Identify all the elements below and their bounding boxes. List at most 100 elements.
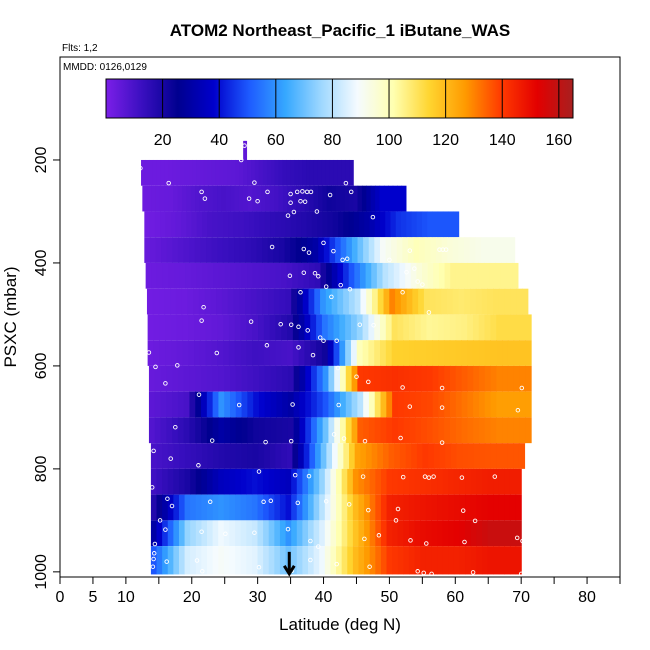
heatmap-cell <box>154 417 162 444</box>
heatmap-cell <box>389 288 396 315</box>
heatmap-cell <box>364 546 371 575</box>
heatmap-cell <box>238 211 245 238</box>
heatmap-cell <box>172 391 179 418</box>
heatmap-cell <box>285 211 292 238</box>
heatmap-cell <box>346 237 353 263</box>
heatmap-cell <box>148 417 156 444</box>
heatmap-cell <box>217 185 223 212</box>
heatmap-cell <box>196 159 201 186</box>
heatmap-cell <box>304 340 311 366</box>
heatmap-cell <box>251 494 259 521</box>
heatmap-cell <box>316 417 324 444</box>
heatmap-cell <box>238 185 244 212</box>
heatmap-cell <box>217 237 224 263</box>
heatmap-cell <box>304 314 311 341</box>
heatmap-cell <box>216 288 223 315</box>
heatmap-cell <box>241 365 248 392</box>
heatmap-cell <box>173 494 180 521</box>
heatmap-cell <box>286 262 293 289</box>
heatmap-cell <box>270 365 277 392</box>
heatmap-cell <box>325 288 333 315</box>
heatmap-cell <box>392 494 399 521</box>
sample-point <box>288 438 294 444</box>
sample-point <box>199 529 204 534</box>
heatmap-cell <box>176 340 184 366</box>
sample-point <box>400 474 406 480</box>
y-axis-label: PSXC (mbar) <box>1 266 20 367</box>
heatmap-cell <box>465 468 472 495</box>
heatmap-cell <box>519 340 526 366</box>
heatmap-cell <box>348 211 355 238</box>
heatmap-cell <box>160 365 167 392</box>
sample-point <box>335 365 341 371</box>
heatmap-cell <box>241 443 248 469</box>
heatmap-cell <box>459 520 466 547</box>
heatmap-cell <box>258 443 265 469</box>
heatmap-cell <box>322 417 330 444</box>
sample-point <box>439 385 445 391</box>
heatmap-cell <box>313 159 319 186</box>
sample-point <box>518 571 524 577</box>
sample-point <box>306 473 312 479</box>
heatmap-cell <box>168 262 175 289</box>
heatmap-cell <box>350 314 358 341</box>
sample-point <box>346 502 352 507</box>
heatmap-cell <box>233 288 240 315</box>
heatmap-cell <box>190 262 198 289</box>
heatmap-cell <box>388 443 395 469</box>
heatmap-cell <box>235 159 240 186</box>
sample-point <box>426 475 432 480</box>
heatmap-cell <box>370 185 376 212</box>
heatmap-cell <box>293 391 301 418</box>
heatmap-cell <box>397 468 404 495</box>
heatmap-cell <box>513 365 521 392</box>
heatmap-cell <box>399 262 406 289</box>
heatmap-cell <box>408 494 416 521</box>
heatmap-cell <box>490 314 497 341</box>
heatmap-cell <box>149 211 156 238</box>
heatmap-cell <box>349 443 356 469</box>
sample-point <box>149 485 155 490</box>
heatmap-cell <box>409 340 416 366</box>
heatmap-cell <box>199 314 207 341</box>
heatmap-cell <box>234 314 242 341</box>
heatmap-cell <box>230 443 237 469</box>
heatmap-cell <box>331 288 338 315</box>
heatmap-cell <box>496 443 503 469</box>
data-points <box>138 143 525 577</box>
heatmap-cell <box>385 237 392 263</box>
heatmap-cell <box>383 288 390 315</box>
heatmap-cell <box>207 546 214 575</box>
heatmap-cell <box>207 494 214 521</box>
heatmap-cell <box>507 391 515 418</box>
heatmap-cell <box>341 159 346 186</box>
heatmap-cell <box>285 494 292 521</box>
heatmap-cell <box>380 417 387 444</box>
sample-point <box>296 345 301 350</box>
x-tick-label: 0 <box>56 589 65 606</box>
heatmap-cell <box>420 340 428 366</box>
heatmap-cell <box>481 520 489 547</box>
heatmap-cell <box>189 391 196 418</box>
heatmap-cell <box>189 365 196 392</box>
heatmap-cell <box>239 159 244 186</box>
heatmap-cell <box>340 185 345 212</box>
heatmap-cell <box>188 314 195 341</box>
heatmap-cell <box>345 417 353 444</box>
heatmap-cell <box>374 237 381 263</box>
heatmap-cell <box>503 237 510 263</box>
heatmap-cell <box>243 159 248 186</box>
heatmap-cell <box>159 314 166 341</box>
heatmap-cell <box>504 288 512 315</box>
heatmap-cell <box>394 443 401 469</box>
heatmap-cell <box>195 365 202 392</box>
heatmap-cell <box>343 262 350 289</box>
heatmap-cell <box>275 340 282 366</box>
heatmap-cell <box>279 520 287 547</box>
heatmap-cell <box>279 288 287 315</box>
heatmap-cell <box>253 365 260 392</box>
sample-point <box>173 424 178 430</box>
heatmap-cell <box>360 443 367 469</box>
heatmap-cell <box>486 237 493 263</box>
heatmap-cell <box>281 262 288 289</box>
